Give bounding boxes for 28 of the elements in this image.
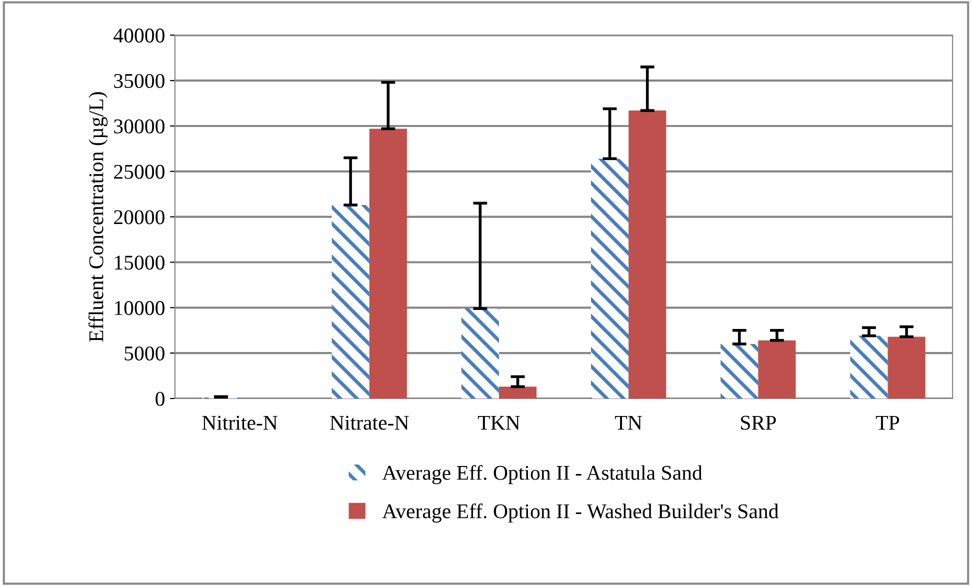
bar: [628, 110, 666, 398]
x-tick-label: Nitrate-N: [330, 416, 409, 430]
bar: [590, 158, 629, 398]
y-tick-label: 30000: [114, 119, 164, 134]
bar: [888, 336, 926, 398]
x-tick-label: TP: [876, 416, 900, 430]
legend-label: Average Eff. Option II - Washed Builder's Sand: [382, 503, 779, 523]
bar: [758, 340, 796, 398]
y-axis-title: Effluent Concentration (µg/L): [88, 92, 108, 342]
bar: [720, 344, 758, 398]
x-tick-label: TKN: [478, 416, 520, 430]
x-tick-label: Nitrite-N: [202, 416, 278, 430]
y-tick-label: 35000: [114, 74, 164, 88]
x-tick-label: TN: [615, 416, 642, 430]
bar: [369, 128, 407, 398]
bar: [498, 386, 537, 398]
bar: [332, 205, 370, 398]
y-tick-label: 5000: [124, 346, 164, 360]
x-tick-label: SRP: [741, 416, 776, 430]
y-tick-label: 20000: [114, 210, 164, 224]
bar: [850, 336, 888, 398]
y-tick-label: 0: [156, 392, 164, 406]
y-tick-label: 10000: [114, 301, 164, 316]
y-tick-label: 15000: [114, 256, 164, 270]
bar: [461, 308, 499, 398]
y-tick-label: 40000: [114, 28, 164, 43]
y-tick-label: 25000: [114, 164, 164, 179]
legend-label: Average Eff. Option II - Astatula Sand: [382, 465, 702, 484]
